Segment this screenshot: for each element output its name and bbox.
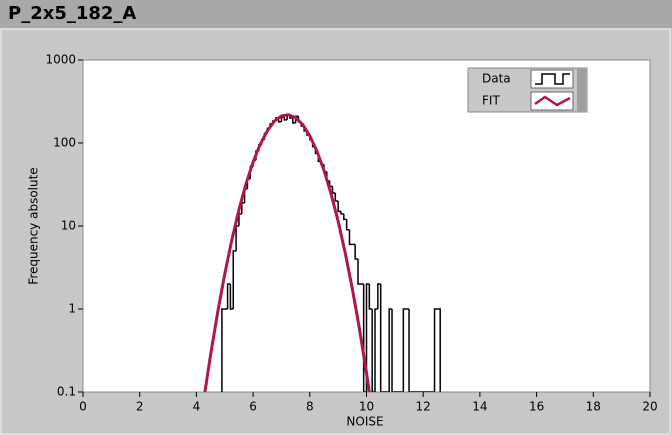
- y-tick-label: 1: [68, 302, 76, 316]
- x-tick-label: 12: [416, 400, 431, 414]
- histogram-step: [433, 308, 438, 392]
- legend-label: FIT: [482, 94, 500, 108]
- legend-label: Data: [482, 72, 511, 86]
- y-tick-label: 100: [53, 136, 76, 150]
- x-tick-label: 14: [472, 400, 487, 414]
- histogram-step: [292, 118, 296, 124]
- x-tick-label: 18: [586, 400, 601, 414]
- histogram-step: [362, 284, 367, 392]
- legend-swatch: [535, 73, 570, 85]
- histogram-step: [232, 250, 237, 309]
- fit-line: [203, 113, 371, 392]
- x-tick-label: 20: [642, 400, 657, 414]
- x-tick-label: 10: [359, 400, 374, 414]
- histogram-step: [348, 229, 353, 246]
- y-axis-label: Frequency absolute: [27, 167, 41, 284]
- legend-swatch-box: [530, 69, 574, 89]
- histogram-step: [340, 211, 344, 215]
- y-tick-label: 1000: [45, 53, 76, 67]
- y-tick-label: 0.1: [57, 385, 76, 399]
- x-tick-label: 16: [529, 400, 544, 414]
- histogram-step: [229, 284, 234, 310]
- histogram-step: [331, 186, 336, 194]
- histogram-step: [408, 309, 412, 392]
- x-tick-label: 6: [249, 400, 257, 414]
- histogram-step: [357, 259, 361, 285]
- histogram-step: [371, 309, 376, 392]
- histogram-step: [343, 213, 347, 221]
- histogram-step: [379, 284, 384, 392]
- histogram-step: [226, 283, 231, 309]
- histogram-step: [374, 308, 378, 392]
- chart-title: P_2x5_182_A: [8, 3, 137, 24]
- x-tick-label: 4: [193, 400, 201, 414]
- histogram-step: [345, 219, 350, 231]
- panel-border: [0, 28, 671, 435]
- plot-content: [203, 113, 441, 392]
- histogram-step: [334, 192, 339, 202]
- legend-swatch: [534, 95, 571, 107]
- legend: Data FIT: [467, 67, 588, 113]
- histogram-step: [365, 283, 370, 392]
- x-tick-label: 2: [136, 400, 144, 414]
- histogram-step: [337, 201, 341, 213]
- histogram-step: [402, 308, 407, 392]
- histogram-step: [368, 284, 373, 310]
- title-bar: P_2x5_182_A: [0, 0, 672, 28]
- histogram-step: [437, 308, 441, 392]
- histogram-step: [283, 117, 288, 121]
- x-tick-label: 0: [79, 400, 87, 414]
- histogram-step: [221, 308, 225, 392]
- x-axis-label: NOISE: [346, 415, 383, 429]
- histogram-step: [377, 283, 381, 309]
- legend-scroll: [577, 68, 587, 112]
- histogram-step: [354, 244, 358, 260]
- y-tick-label: 10: [61, 219, 76, 233]
- histogram-step: [391, 309, 395, 392]
- x-tick-label: 8: [306, 400, 314, 414]
- histogram-step: [388, 308, 393, 392]
